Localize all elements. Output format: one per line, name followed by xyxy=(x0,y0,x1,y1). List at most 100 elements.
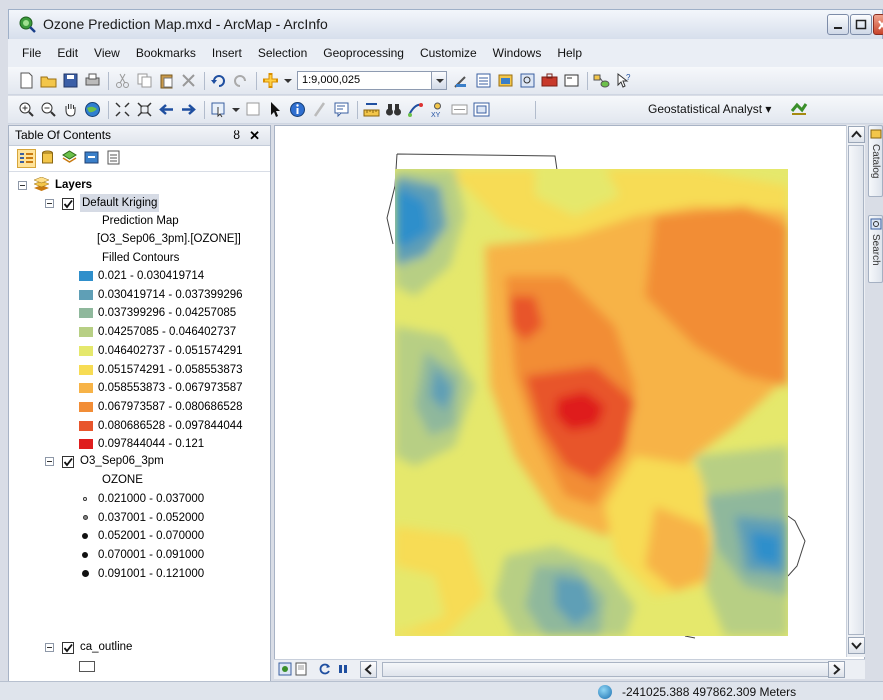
chevron-down-icon[interactable] xyxy=(232,101,240,118)
hyperlink-icon[interactable] xyxy=(311,101,328,118)
outline-visibility-checkbox[interactable] xyxy=(62,642,74,654)
close-window-button[interactable] xyxy=(873,14,883,35)
collapse-layers-toggle[interactable] xyxy=(18,181,27,190)
legend-swatch[interactable] xyxy=(79,271,93,281)
point-symbol[interactable] xyxy=(83,497,87,501)
undo-icon[interactable] xyxy=(210,72,227,89)
legend-swatch[interactable] xyxy=(79,383,93,394)
select-elements-arrow-icon[interactable] xyxy=(267,101,284,118)
kriging-visibility-checkbox[interactable] xyxy=(62,198,74,210)
minimize-button[interactable] xyxy=(827,14,849,35)
point-symbol[interactable] xyxy=(81,570,89,578)
clear-selection-icon[interactable] xyxy=(245,101,262,118)
o3-visibility-checkbox[interactable] xyxy=(62,456,74,468)
data-view-icon[interactable] xyxy=(278,662,292,676)
toc-options-icon[interactable] xyxy=(105,149,124,168)
toc-close-icon[interactable]: ✕ xyxy=(249,128,260,143)
search-side-tab[interactable]: Search xyxy=(868,215,883,283)
geostatistical-wizard-icon[interactable] xyxy=(790,101,808,118)
find-route-icon[interactable] xyxy=(407,101,424,118)
collapse-kriging-toggle[interactable] xyxy=(45,199,54,208)
scroll-right-button[interactable] xyxy=(828,661,845,678)
horizontal-scroll-thumb[interactable] xyxy=(382,662,838,677)
editor-toolbar-icon[interactable] xyxy=(453,72,470,89)
vertical-scroll-thumb[interactable] xyxy=(848,145,864,635)
catalog-window-icon[interactable] xyxy=(497,72,514,89)
find-binoculars-icon[interactable] xyxy=(385,101,402,118)
menu-customize[interactable]: Customize xyxy=(419,46,477,60)
map-display[interactable] xyxy=(274,125,865,677)
layout-view-icon[interactable] xyxy=(294,662,308,676)
back-arrow-icon[interactable] xyxy=(158,101,175,118)
menu-bookmarks[interactable]: Bookmarks xyxy=(135,46,196,60)
menu-insert[interactable]: Insert xyxy=(211,46,242,60)
menu-geoprocessing[interactable]: Geoprocessing xyxy=(323,46,404,60)
maximize-button[interactable] xyxy=(850,14,872,35)
help-pointer-icon[interactable]: ? xyxy=(615,72,632,89)
point-symbol[interactable] xyxy=(82,533,88,540)
list-by-selection-icon[interactable] xyxy=(83,149,102,168)
open-folder-icon[interactable] xyxy=(40,72,57,89)
chevron-down-icon[interactable] xyxy=(431,72,446,89)
legend-swatch[interactable] xyxy=(79,308,93,319)
viewer-window-icon[interactable] xyxy=(473,101,490,118)
menu-help[interactable]: Help xyxy=(557,46,583,60)
forward-arrow-icon[interactable] xyxy=(180,101,197,118)
arctoolbox-icon[interactable] xyxy=(541,72,558,89)
geostatistical-analyst-menu[interactable]: Geostatistical Analyst ▾ xyxy=(648,102,772,116)
model-builder-icon[interactable] xyxy=(593,72,610,89)
fixed-zoom-out-icon[interactable] xyxy=(136,101,153,118)
search-window-icon[interactable] xyxy=(519,72,536,89)
paste-icon[interactable] xyxy=(158,72,175,89)
go-to-xy-icon[interactable]: XY xyxy=(429,101,446,118)
kriging-layer-name[interactable]: Default Kriging xyxy=(80,194,160,212)
map-scale-combobox[interactable]: 1:9,000,025 xyxy=(297,71,447,90)
outline-layer-name[interactable]: ca_outline xyxy=(80,641,133,653)
new-document-icon[interactable] xyxy=(18,72,35,89)
python-window-icon[interactable] xyxy=(563,72,580,89)
o3-layer-name[interactable]: O3_Sep06_3pm xyxy=(80,455,164,467)
pan-hand-icon[interactable] xyxy=(62,101,79,118)
map-horizontal-scrollbar[interactable] xyxy=(274,659,865,679)
time-slider-icon[interactable] xyxy=(451,101,468,118)
scroll-up-button[interactable] xyxy=(848,126,865,143)
scroll-left-button[interactable] xyxy=(360,661,377,678)
cut-icon[interactable] xyxy=(114,72,131,89)
list-by-source-icon[interactable] xyxy=(39,149,58,168)
html-popup-icon[interactable] xyxy=(333,101,350,118)
menu-selection[interactable]: Selection xyxy=(257,46,308,60)
save-icon[interactable] xyxy=(62,72,79,89)
legend-swatch[interactable] xyxy=(79,401,93,412)
legend-swatch[interactable] xyxy=(79,439,93,450)
pause-drawing-icon[interactable] xyxy=(336,662,350,676)
zoom-out-icon[interactable] xyxy=(40,101,57,118)
collapse-o3-toggle[interactable] xyxy=(45,457,54,466)
chevron-down-icon[interactable] xyxy=(284,72,292,89)
identify-icon[interactable] xyxy=(289,101,306,118)
scroll-down-button[interactable] xyxy=(848,637,865,654)
zoom-in-icon[interactable] xyxy=(18,101,35,118)
catalog-side-tab[interactable]: Catalog xyxy=(868,125,883,197)
list-by-drawing-order-icon[interactable] xyxy=(17,149,36,168)
fixed-zoom-in-icon[interactable] xyxy=(114,101,131,118)
layers-root-label[interactable]: Layers xyxy=(55,179,93,191)
select-features-icon[interactable] xyxy=(210,101,227,118)
menu-edit[interactable]: Edit xyxy=(57,46,79,60)
delete-icon[interactable] xyxy=(180,72,197,89)
full-extent-icon[interactable] xyxy=(84,101,101,118)
redo-icon[interactable] xyxy=(232,72,249,89)
legend-swatch[interactable] xyxy=(79,345,93,356)
table-of-contents-icon[interactable] xyxy=(475,72,492,89)
menu-windows[interactable]: Windows xyxy=(492,46,542,60)
collapse-outline-toggle[interactable] xyxy=(45,643,54,652)
print-icon[interactable] xyxy=(84,72,101,89)
pin-icon[interactable]: ȣ xyxy=(233,128,240,142)
legend-swatch[interactable] xyxy=(79,327,93,338)
copy-icon[interactable] xyxy=(136,72,153,89)
point-symbol[interactable] xyxy=(82,515,88,521)
legend-swatch[interactable] xyxy=(79,289,93,300)
point-symbol[interactable] xyxy=(81,551,89,559)
legend-swatch[interactable] xyxy=(79,420,93,431)
menu-view[interactable]: View xyxy=(94,46,120,60)
add-data-icon[interactable] xyxy=(262,72,279,89)
